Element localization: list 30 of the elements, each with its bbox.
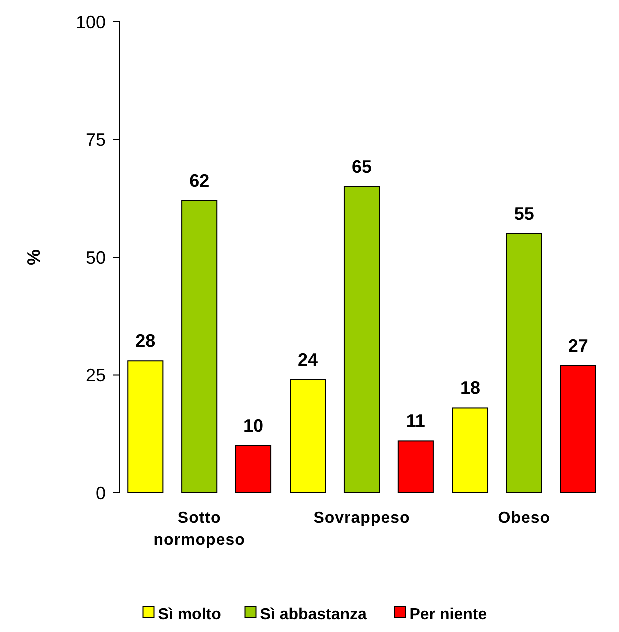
- legend-label: Per niente: [410, 606, 488, 624]
- data-label: 55: [514, 204, 534, 224]
- bar: [235, 445, 272, 494]
- data-label: 28: [136, 331, 156, 352]
- data-label: 11: [406, 411, 426, 432]
- y-tick-label: 75: [86, 130, 106, 150]
- legend-label: Sì abbastanza: [260, 606, 368, 624]
- x-tick-label: Sovrappeso: [314, 510, 410, 527]
- x-tick-label: Obeso: [498, 510, 551, 527]
- y-axis-title: %: [24, 249, 44, 266]
- legend-label: Sì molto: [158, 606, 222, 624]
- y-tick-label: 25: [86, 366, 106, 386]
- y-tick-label: 0: [96, 483, 106, 504]
- data-label: 10: [244, 416, 264, 436]
- data-label: 27: [568, 336, 588, 356]
- bar: [344, 186, 380, 494]
- bar: [398, 440, 434, 494]
- x-tick-label: Sotto normopeso: [154, 510, 246, 549]
- data-label: 18: [460, 378, 480, 398]
- y-tick-label: 100: [76, 12, 106, 32]
- data-label: 62: [190, 170, 210, 191]
- data-label: 24: [298, 350, 318, 370]
- y-tick-label: 50: [86, 248, 106, 268]
- bar: [182, 200, 218, 494]
- bar: [560, 365, 596, 494]
- data-label: 65: [352, 156, 372, 177]
- bar: [128, 360, 164, 494]
- bar: [452, 408, 489, 494]
- bar: [506, 233, 542, 494]
- bar: [290, 379, 326, 494]
